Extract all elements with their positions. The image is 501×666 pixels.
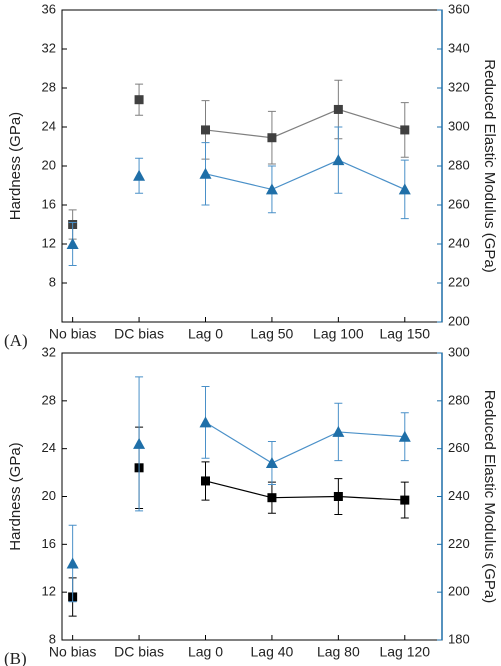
x-tick-label: Lag 0 (188, 326, 223, 342)
y-tick-label: 20 (42, 488, 56, 503)
y2-tick-label: 300 (448, 118, 470, 133)
y2-tick-label: 240 (448, 235, 470, 250)
y-axis-label: Hardness (GPa) (7, 442, 24, 550)
square-marker (134, 95, 144, 105)
y2-axis-label: Reduced Elastic Modulus (GPa) (481, 390, 498, 603)
x-tick-label: DC bias (114, 326, 164, 342)
triangle-marker (332, 154, 345, 166)
triangle-marker (133, 169, 146, 181)
y2-tick-label: 220 (448, 274, 470, 289)
y-tick-label: 20 (42, 157, 56, 172)
y2-tick-label: 180 (448, 631, 470, 646)
x-tick-label: Lag 0 (188, 644, 223, 660)
y2-tick-label: 260 (448, 440, 470, 455)
y2-tick-label: 340 (448, 40, 470, 55)
square-marker (201, 476, 210, 486)
y-tick-label: 8 (49, 274, 56, 289)
triangle-marker (66, 557, 79, 569)
y-tick-label: 28 (42, 79, 56, 94)
triangle-marker (66, 238, 79, 249)
triangle-marker (398, 430, 411, 442)
x-tick-label: Lag 50 (251, 326, 294, 342)
y-tick-label: 8 (49, 631, 56, 646)
y2-tick-label: 200 (448, 313, 470, 328)
x-tick-label: Lag 150 (379, 326, 430, 342)
y-tick-label: 28 (42, 392, 56, 407)
y-tick-label: 24 (42, 118, 56, 133)
panel-label: (A) (4, 331, 28, 350)
y2-tick-label: 320 (448, 79, 470, 94)
y2-tick-label: 360 (448, 1, 470, 16)
y2-tick-label: 280 (448, 157, 470, 172)
triangle-marker (265, 183, 278, 195)
y2-tick-label: 200 (448, 584, 470, 599)
series-line (205, 480, 405, 501)
triangle-marker (133, 437, 146, 449)
square-marker (267, 133, 277, 143)
plot-frame (61, 9, 443, 323)
square-marker (267, 493, 277, 503)
y-tick-label: 12 (42, 584, 56, 599)
y2-tick-label: 220 (448, 536, 470, 551)
series-line (205, 421, 405, 464)
x-tick-label: Lag 100 (313, 326, 364, 342)
x-tick-label: No bias (49, 644, 96, 660)
y-tick-label: 16 (42, 196, 56, 211)
y-tick-label: 36 (42, 1, 56, 16)
series-line (205, 108, 405, 139)
square-marker (400, 495, 410, 505)
y2-tick-label: 240 (448, 488, 470, 503)
y-tick-label: 32 (42, 40, 56, 55)
y2-tick-label: 300 (448, 344, 470, 359)
x-tick-label: DC bias (114, 644, 164, 660)
triangle-marker (199, 167, 212, 179)
y-tick-label: 24 (42, 440, 56, 455)
square-marker (400, 125, 410, 135)
series-line (205, 159, 406, 191)
triangle-marker (199, 416, 212, 428)
x-tick-label: Lag 40 (251, 644, 294, 660)
y-tick-label: 32 (42, 344, 56, 359)
triangle-marker (265, 457, 278, 469)
x-tick-label: No bias (49, 326, 96, 342)
triangle-marker (332, 425, 345, 437)
triangle-marker (398, 183, 411, 195)
panel-label: (B) (4, 649, 27, 666)
y-axis-label: Hardness (GPa) (7, 112, 24, 220)
square-marker (333, 492, 343, 501)
plot-frame (61, 352, 443, 641)
y-tick-label: 12 (42, 235, 56, 250)
square-marker (333, 104, 343, 114)
y-tick-label: 16 (42, 536, 56, 551)
y2-tick-label: 280 (448, 392, 470, 407)
x-tick-label: Lag 120 (379, 644, 430, 660)
square-marker (201, 125, 210, 135)
y2-axis-label: Reduced Elastic Modulus (GPa) (481, 59, 498, 272)
x-tick-label: Lag 80 (317, 644, 360, 660)
y2-tick-label: 260 (448, 196, 470, 211)
